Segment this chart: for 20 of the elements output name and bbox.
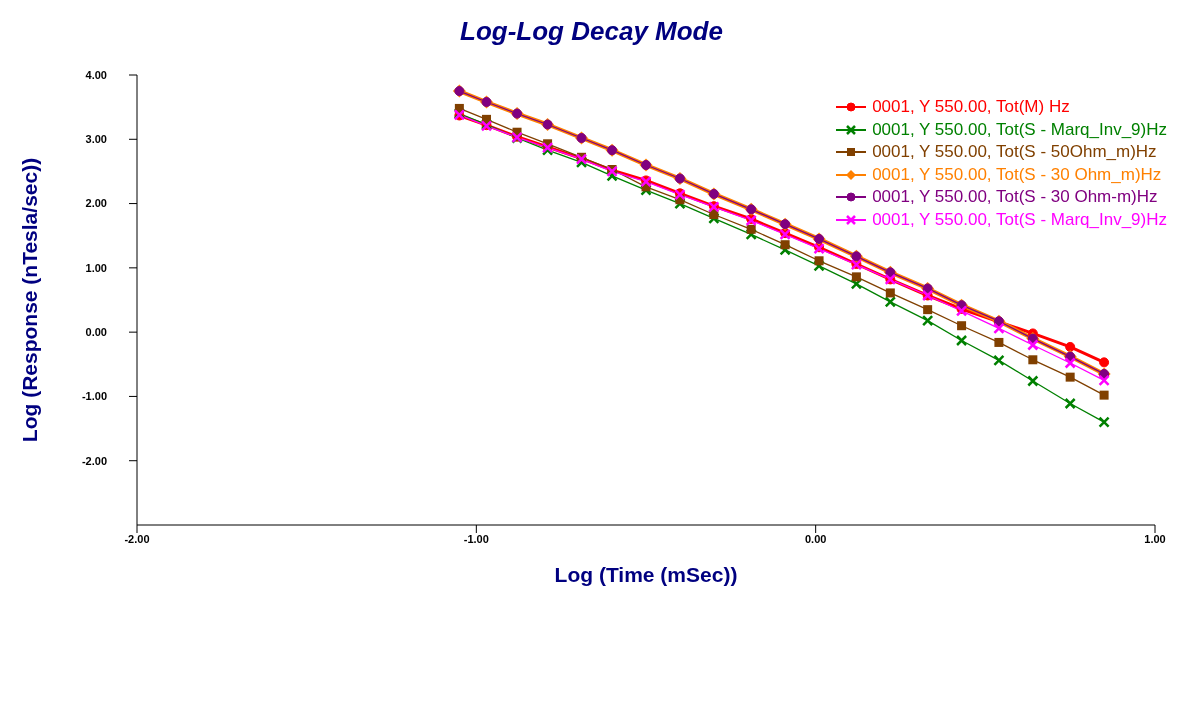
y-tick-label: -1.00 — [81, 390, 107, 403]
legend-label: 0001, Y 550.00, Tot(S - Marq_Inv_9)Hz — [872, 208, 1167, 231]
y-tick-label: 0.00 — [85, 326, 107, 339]
legend-label: 0001, Y 550.00, Tot(S - 50Ohm_m)Hz — [872, 141, 1157, 163]
y-tick-label: 2.00 — [85, 197, 107, 210]
x-tick-label: 0.00 — [804, 532, 827, 545]
x-axis-title: Log (Time (mSec)) — [554, 563, 738, 586]
x-tick-label: -2.00 — [124, 532, 150, 545]
y-tick-label: 3.00 — [85, 133, 107, 146]
y-tick-label: 4.00 — [85, 68, 107, 81]
y-tick-label: -2.00 — [81, 454, 107, 467]
chart-title: Log-Log Decay Mode — [459, 16, 724, 47]
legend-label: 0001, Y 550.00, Tot(S - 30 Ohm-m)Hz — [872, 186, 1158, 208]
y-tick-label: 1.00 — [85, 261, 107, 274]
x-tick-label: 1.00 — [1144, 532, 1166, 545]
y-axis-title: Log (Response (nTesla/sec)) — [18, 157, 42, 443]
legend-label: 0001, Y 550.00, Tot(S - Marq_Inv_9)Hz — [872, 118, 1167, 141]
x-tick-label: -1.00 — [463, 532, 489, 545]
legend-label: 0001, Y 550.00, Tot(M) Hz — [872, 96, 1070, 118]
legend-label: 0001, Y 550.00, Tot(S - 30 Ohm_m)Hz — [872, 163, 1162, 186]
